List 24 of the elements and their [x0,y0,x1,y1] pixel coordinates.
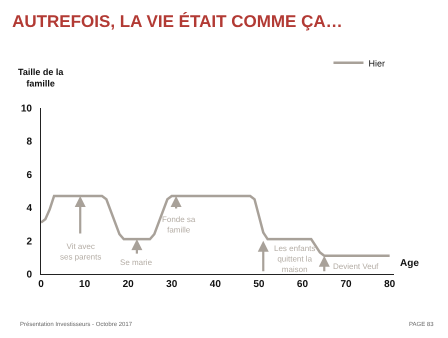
y-tick-label: 6 [26,170,32,181]
x-tick-label: 10 [79,279,91,290]
y-tick-label: 0 [26,270,32,280]
x-tick-label: 80 [384,279,396,290]
y-tick-label: 4 [26,203,32,214]
annotation: Fonde sa famille [162,215,196,234]
annotation: Vit avec ses parents [60,242,102,262]
chart-title: AUTREFOIS, LA VIE ÉTAIT COMME ÇA… [12,11,343,32]
y-tick-label: 10 [20,104,32,114]
annotation: Les enfants quittent la maison [274,244,316,274]
x-tick-label: 50 [253,279,265,290]
x-tick-label: 0 [38,279,44,290]
y-axis-title: Taille de la famille [18,67,64,89]
x-tick-label: 20 [122,279,134,290]
x-axis-title: Age [400,258,420,269]
x-tick-label: 30 [166,279,178,290]
x-tick-label: 70 [340,279,352,290]
x-tick-label: 40 [210,279,222,290]
x-tick-label: 60 [296,279,308,290]
y-tick-label: 2 [26,236,32,248]
annotation: Devient Veuf [333,262,380,271]
annotation: Se marie [120,258,153,267]
y-tick-label: 8 [26,136,32,148]
legend-label: Hier [368,58,385,68]
